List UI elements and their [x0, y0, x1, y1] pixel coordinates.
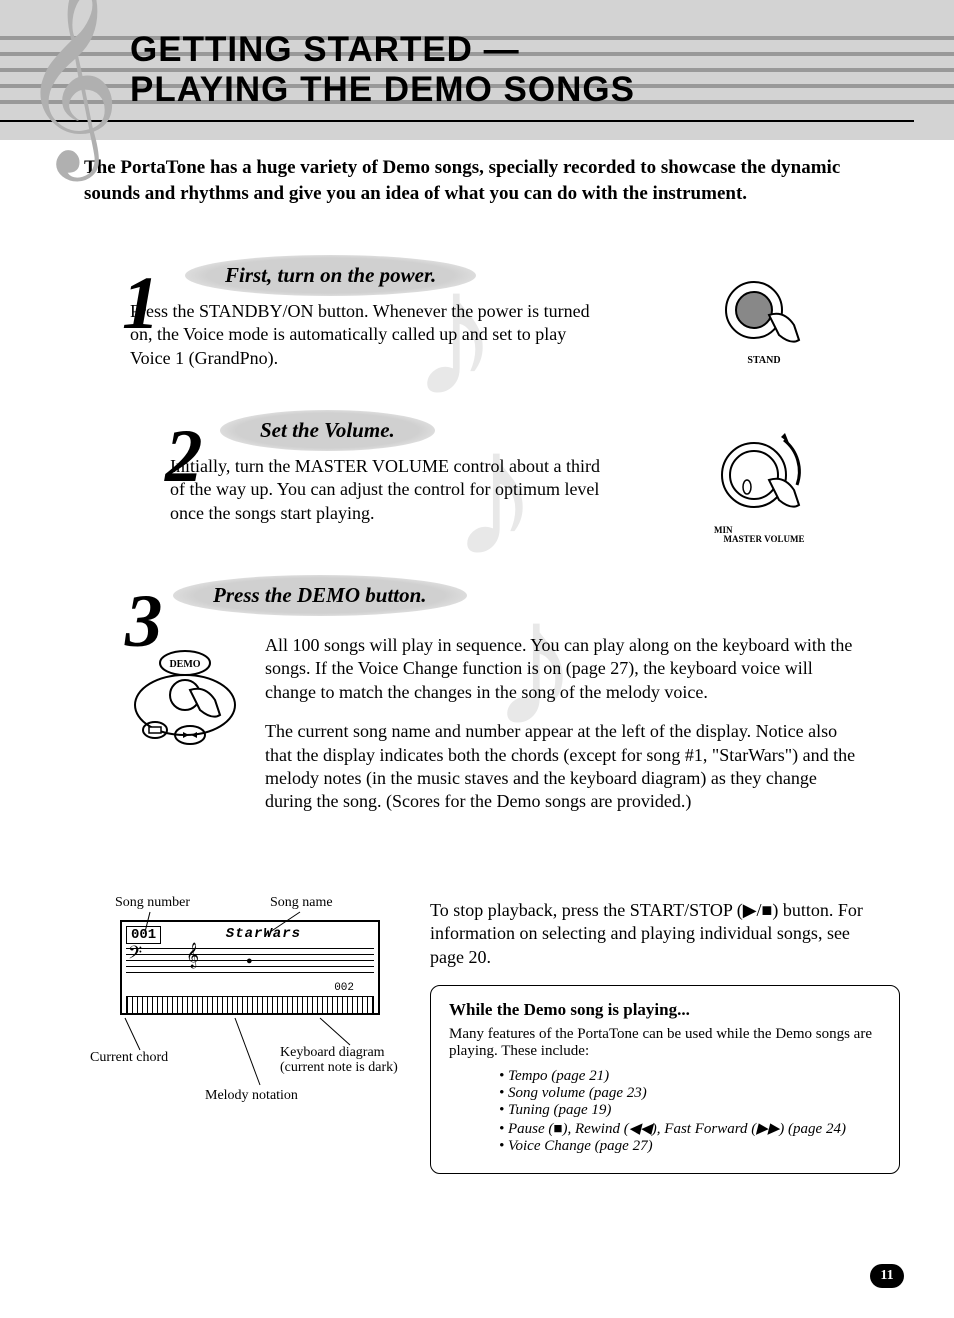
title-underline: [0, 120, 914, 122]
sidebox-item: Pause (■), Rewind (◀◀), Fast Forward (▶▶…: [499, 1119, 881, 1138]
step-heading-bubble: Press the DEMO button.: [173, 575, 467, 616]
title-line-2: PLAYING THE DEMO SONGS: [130, 70, 635, 110]
intro-text: The PortaTone has a huge variety of Demo…: [84, 155, 884, 206]
step-3: 3 Press the DEMO button. DEMO All 100 so…: [125, 575, 865, 814]
lcd-song-number: 001: [126, 926, 161, 944]
sidebox-title: While the Demo song is playing...: [449, 1000, 881, 1020]
lcd-screen: 001 StarWars 𝄢 𝄞 ● 002: [120, 920, 380, 1015]
step-2-heading: Set the Volume.: [260, 418, 395, 442]
step-3-heading: Press the DEMO button.: [213, 583, 427, 607]
step-2-body: Initially, turn the MASTER VOLUME contro…: [170, 455, 610, 525]
while-demo-playing-box: While the Demo song is playing... Many f…: [430, 985, 900, 1174]
lcd-staves: 𝄢 𝄞 ●: [126, 948, 374, 978]
step-1-heading: First, turn on the power.: [225, 263, 436, 287]
standby-label: STAND: [747, 355, 780, 366]
step-number-2: 2: [165, 438, 203, 476]
label-keyboard-diagram: Keyboard diagram (current note is dark): [280, 1045, 430, 1076]
label-song-name: Song name: [270, 895, 333, 911]
demo-label: DEMO: [169, 659, 200, 670]
step-number-1: 1: [122, 285, 160, 323]
label-melody-notation: Melody notation: [205, 1088, 298, 1104]
sidebox-item: Tempo (page 21): [499, 1068, 881, 1085]
master-volume-label: MASTER VOLUME: [704, 535, 824, 544]
lcd-sub: 002: [126, 982, 354, 994]
step-1-body: Press the STANDBY/ON button. Whenever th…: [130, 300, 600, 370]
step-3-body-1: All 100 songs will play in sequence. You…: [265, 634, 865, 704]
step-heading-bubble: Set the Volume.: [220, 410, 435, 451]
step-3-body-2: The current song name and number appear …: [265, 720, 865, 814]
sidebox-item: Song volume (page 23): [499, 1085, 881, 1102]
lcd-display-diagram: Song number Song name 001 StarWars 𝄢 𝄞 ●…: [90, 890, 410, 1025]
title-line-1: GETTING STARTED —: [130, 30, 635, 70]
step-3-body-3: To stop playback, press the START/STOP (…: [430, 899, 880, 969]
sidebox-list: Tempo (page 21) Song volume (page 23) Tu…: [499, 1068, 881, 1155]
step-1: 1 First, turn on the power. Press the ST…: [130, 255, 600, 370]
step-heading-bubble: First, turn on the power.: [185, 255, 476, 296]
sidebox-intro: Many features of the PortaTone can be us…: [449, 1026, 881, 1060]
page-number: 11: [870, 1264, 904, 1288]
standby-button-illustration: STAND: [704, 275, 824, 366]
sidebox-item: Tuning (page 19): [499, 1102, 881, 1119]
page-title: GETTING STARTED — PLAYING THE DEMO SONGS: [130, 30, 635, 111]
step-2: 2 Set the Volume. Initially, turn the MA…: [170, 410, 610, 525]
lcd-song-name: StarWars: [226, 926, 301, 944]
label-current-chord: Current chord: [90, 1050, 168, 1066]
volume-dial-illustration: MIN MASTER VOLUME: [704, 425, 824, 544]
demo-button-illustration: DEMO: [125, 635, 245, 760]
label-song-number: Song number: [115, 895, 190, 911]
sidebox-item: Voice Change (page 27): [499, 1138, 881, 1155]
treble-clef-icon: 𝄞: [20, 0, 120, 160]
lcd-keyboard: [126, 996, 374, 1014]
